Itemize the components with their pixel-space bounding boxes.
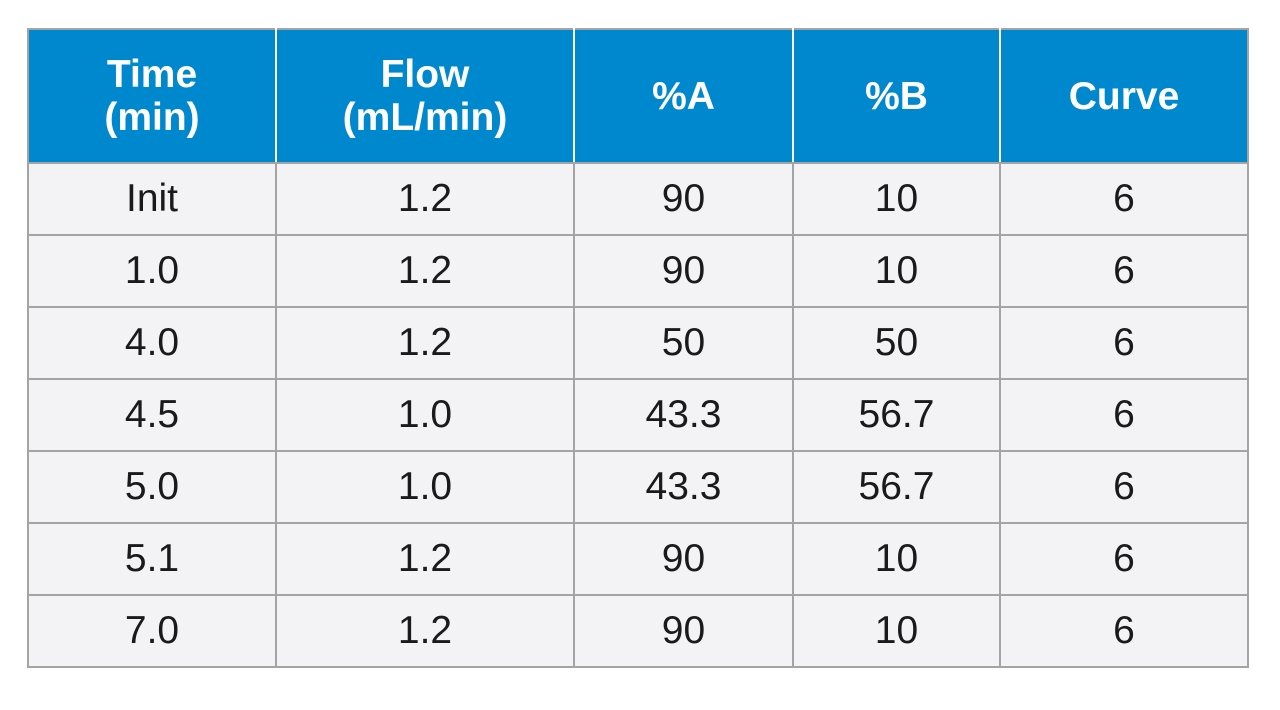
table-body: Init 1.2 90 10 6 1.0 1.2 90 10 6 4.0 1.2…: [27, 162, 1249, 668]
table-row: Init 1.2 90 10 6: [27, 162, 1249, 236]
cell-flow: 1.0: [275, 378, 575, 452]
table-row: 4.5 1.0 43.3 56.7 6: [27, 378, 1249, 452]
cell-percent-b: 10: [792, 234, 1001, 308]
table-row: 7.0 1.2 90 10 6: [27, 594, 1249, 668]
header-time: Time (min): [27, 28, 277, 164]
gradient-table-container: Time (min) Flow (mL/min) %A %B Curve: [27, 28, 1249, 668]
cell-curve: 6: [999, 162, 1249, 236]
cell-time: 5.0: [27, 450, 277, 524]
cell-percent-b: 10: [792, 594, 1001, 668]
cell-flow: 1.2: [275, 522, 575, 596]
cell-time: Init: [27, 162, 277, 236]
cell-percent-a: 90: [573, 162, 794, 236]
header-percent-a-label: %A: [652, 74, 715, 118]
header-percent-b-label: %B: [865, 74, 928, 118]
header-flow-unit: (mL/min): [342, 96, 508, 139]
header-time-label: Time: [106, 53, 198, 96]
cell-flow: 1.2: [275, 306, 575, 380]
cell-percent-a: 43.3: [573, 450, 794, 524]
table-header: Time (min) Flow (mL/min) %A %B Curve: [27, 28, 1249, 164]
gradient-table: Time (min) Flow (mL/min) %A %B Curve: [27, 28, 1249, 668]
header-curve-label: Curve: [1068, 74, 1180, 118]
cell-percent-b: 56.7: [792, 450, 1001, 524]
cell-time: 7.0: [27, 594, 277, 668]
cell-percent-a: 90: [573, 234, 794, 308]
cell-percent-b: 10: [792, 522, 1001, 596]
cell-percent-b: 50: [792, 306, 1001, 380]
cell-curve: 6: [999, 234, 1249, 308]
table-row: 5.0 1.0 43.3 56.7 6: [27, 450, 1249, 524]
cell-curve: 6: [999, 450, 1249, 524]
cell-curve: 6: [999, 306, 1249, 380]
cell-time: 4.0: [27, 306, 277, 380]
header-curve: Curve: [999, 28, 1249, 164]
cell-flow: 1.2: [275, 594, 575, 668]
cell-curve: 6: [999, 378, 1249, 452]
cell-time: 4.5: [27, 378, 277, 452]
table-row: 5.1 1.2 90 10 6: [27, 522, 1249, 596]
header-percent-b: %B: [792, 28, 1001, 164]
cell-percent-b: 56.7: [792, 378, 1001, 452]
table-row: 1.0 1.2 90 10 6: [27, 234, 1249, 308]
header-percent-a: %A: [573, 28, 794, 164]
cell-curve: 6: [999, 594, 1249, 668]
cell-curve: 6: [999, 522, 1249, 596]
cell-flow: 1.2: [275, 162, 575, 236]
header-flow-label: Flow: [380, 53, 470, 96]
cell-percent-a: 90: [573, 594, 794, 668]
cell-percent-a: 50: [573, 306, 794, 380]
cell-time: 1.0: [27, 234, 277, 308]
header-time-unit: (min): [104, 96, 200, 139]
cell-flow: 1.2: [275, 234, 575, 308]
cell-time: 5.1: [27, 522, 277, 596]
cell-percent-b: 10: [792, 162, 1001, 236]
header-flow: Flow (mL/min): [275, 28, 575, 164]
cell-flow: 1.0: [275, 450, 575, 524]
cell-percent-a: 43.3: [573, 378, 794, 452]
cell-percent-a: 90: [573, 522, 794, 596]
table-row: 4.0 1.2 50 50 6: [27, 306, 1249, 380]
header-row: Time (min) Flow (mL/min) %A %B Curve: [27, 28, 1249, 164]
